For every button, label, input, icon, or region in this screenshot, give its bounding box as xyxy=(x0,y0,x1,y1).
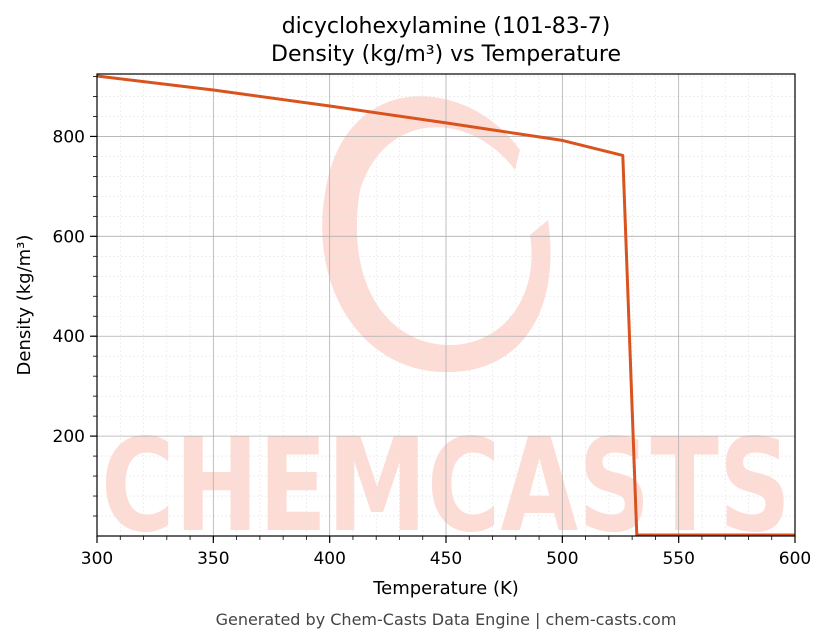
x-axis-ticks: 300 350 400 450 500 550 600 xyxy=(81,536,811,569)
chart-subtitle: Density (kg/m³) vs Temperature xyxy=(271,42,621,67)
y-axis-label: Density (kg/m³) xyxy=(14,235,35,376)
x-tick-label: 350 xyxy=(197,549,229,569)
y-axis-ticks: 200 400 600 800 xyxy=(53,76,97,517)
x-tick-label: 500 xyxy=(546,549,578,569)
x-tick-label: 300 xyxy=(81,549,113,569)
density-series-line xyxy=(97,74,795,536)
y-tick-label: 200 xyxy=(53,427,85,447)
footer-credit: Generated by Chem-Casts Data Engine | ch… xyxy=(216,610,677,629)
y-tick-label: 600 xyxy=(53,227,85,247)
x-tick-label: 600 xyxy=(779,549,811,569)
x-tick-label: 450 xyxy=(430,549,462,569)
chart-title: dicyclohexylamine (101-83-7) xyxy=(282,14,611,39)
watermark-swirl xyxy=(322,96,551,373)
x-tick-label: 400 xyxy=(313,549,345,569)
y-tick-label: 400 xyxy=(53,327,85,347)
x-tick-label: 550 xyxy=(662,549,694,569)
x-axis-label: Temperature (K) xyxy=(372,578,519,599)
y-tick-label: 800 xyxy=(53,127,85,147)
